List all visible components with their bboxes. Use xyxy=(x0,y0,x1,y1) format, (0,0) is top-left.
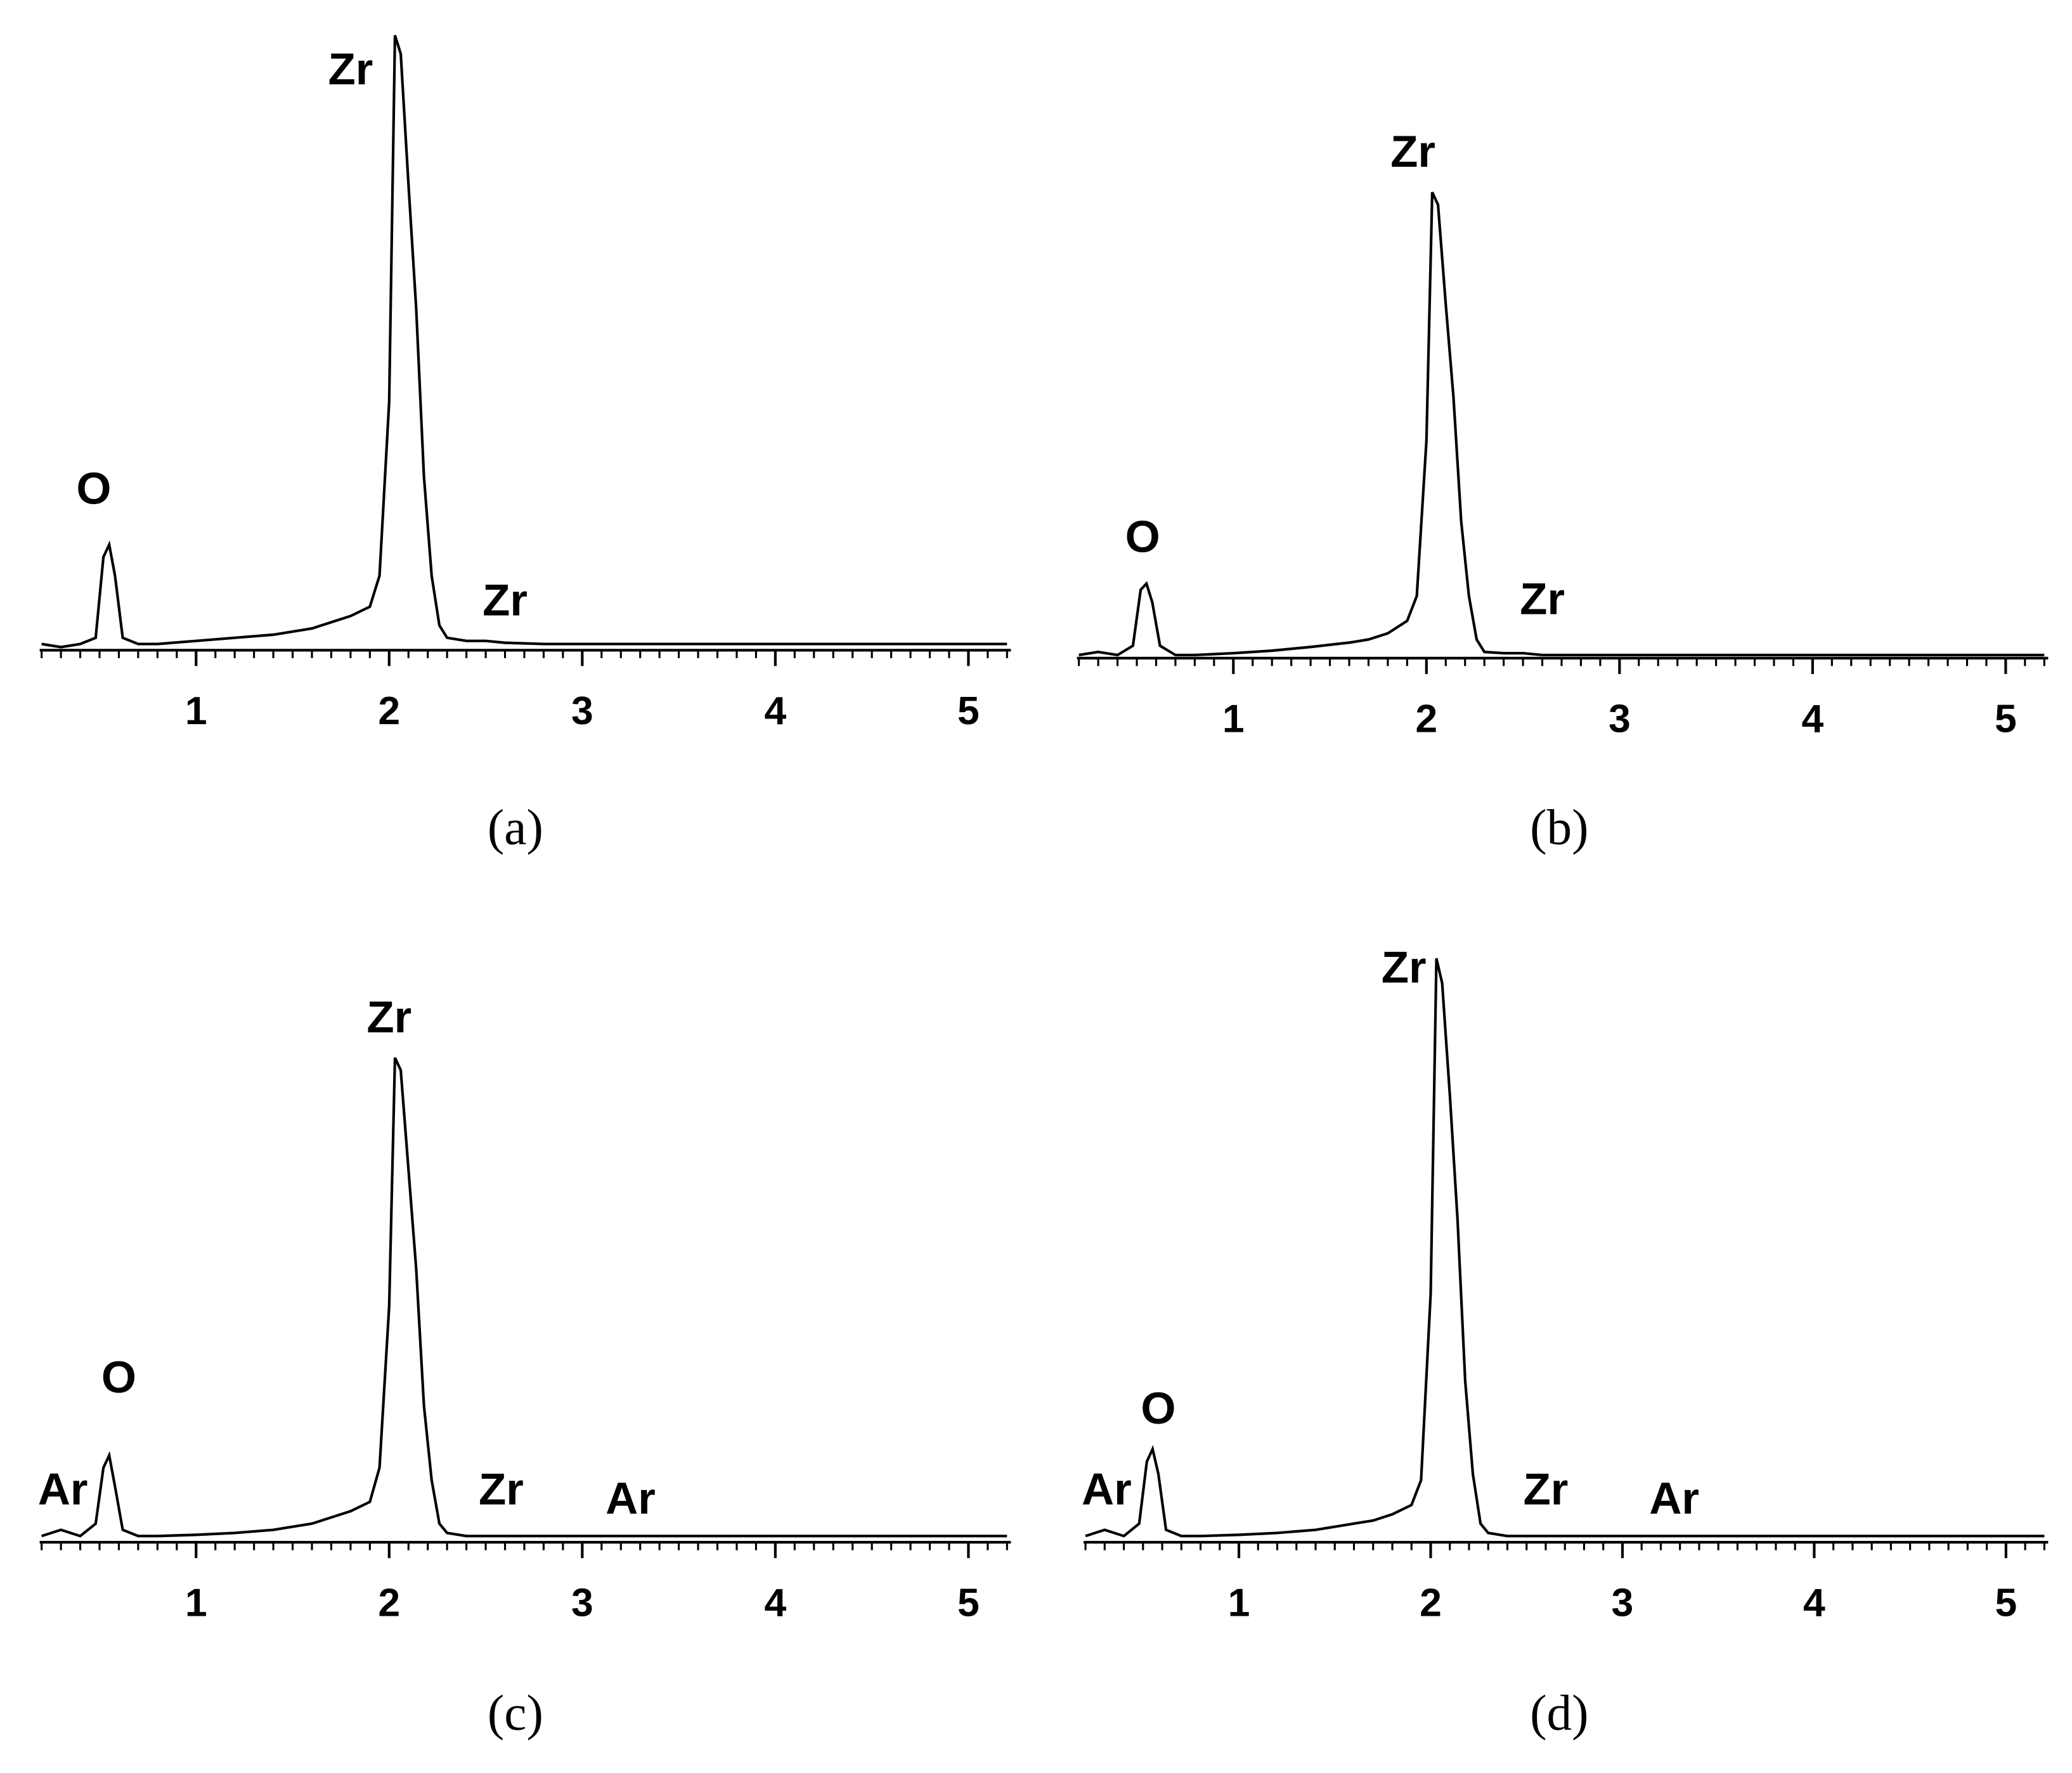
x-tick-label: 1 xyxy=(185,1581,207,1625)
spectrum-line xyxy=(1078,192,2045,657)
x-tick-label: 1 xyxy=(185,689,207,733)
peak-label: Zr xyxy=(1382,943,1427,993)
peak-label: Zr xyxy=(482,576,528,626)
peak-label: Zr xyxy=(479,1464,524,1514)
peak-label: Zr xyxy=(328,44,373,94)
peak-label: Zr xyxy=(1520,574,1565,624)
peak-label: Zr xyxy=(1390,127,1435,177)
peak-label: Ar xyxy=(605,1474,656,1524)
panel-label: (c) xyxy=(488,1685,543,1741)
x-tick-label: 4 xyxy=(764,689,786,733)
panel-label: (d) xyxy=(1530,1685,1588,1741)
x-tick-label: 1 xyxy=(1222,696,1245,741)
spectrum-panel: 1 2 3 4 5 O Zr Zr (b) xyxy=(1077,127,2049,855)
x-tick-label: 3 xyxy=(1612,1581,1634,1625)
x-tick-label: 3 xyxy=(571,689,593,733)
spectrum-line xyxy=(41,1057,1007,1538)
peak-label: Zr xyxy=(366,992,411,1042)
x-tick-label: 2 xyxy=(378,1581,400,1625)
x-tick-label: 5 xyxy=(957,1581,980,1625)
peak-label: O xyxy=(101,1353,136,1403)
peak-label: Zr xyxy=(1524,1464,1569,1514)
x-tick-label: 3 xyxy=(1609,696,1631,741)
x-tick-label: 4 xyxy=(1801,696,1823,741)
x-tick-label: 2 xyxy=(378,689,400,733)
peak-label: Ar xyxy=(38,1464,88,1514)
peak-label: O xyxy=(1141,1384,1175,1434)
panel-label: (a) xyxy=(488,800,543,855)
x-tick-label: 5 xyxy=(1995,1581,2017,1625)
x-tick-label: 1 xyxy=(1228,1581,1250,1625)
panel-label: (b) xyxy=(1530,800,1588,855)
x-tick-label: 3 xyxy=(571,1581,593,1625)
x-tick-label: 5 xyxy=(957,689,980,733)
spectrum-panel: 1 2 3 4 5 Ar O Zr Zr Ar (c) xyxy=(38,992,1011,1741)
peak-label: Ar xyxy=(1082,1464,1132,1514)
x-tick-label: 4 xyxy=(1803,1581,1825,1625)
x-tick-label: 4 xyxy=(764,1581,786,1625)
spectrum-line xyxy=(41,35,1007,649)
x-tick-label: 5 xyxy=(1995,696,2017,741)
peak-label: O xyxy=(76,464,111,514)
x-tick-label: 2 xyxy=(1420,1581,1442,1625)
spectrum-panel: 1 2 3 4 5 O Zr Zr (a) xyxy=(39,35,1011,855)
x-tick-label: 2 xyxy=(1415,696,1437,741)
spectrum-line xyxy=(1085,958,2045,1538)
peak-label: Ar xyxy=(1649,1474,1699,1524)
peak-label: O xyxy=(1125,512,1160,562)
